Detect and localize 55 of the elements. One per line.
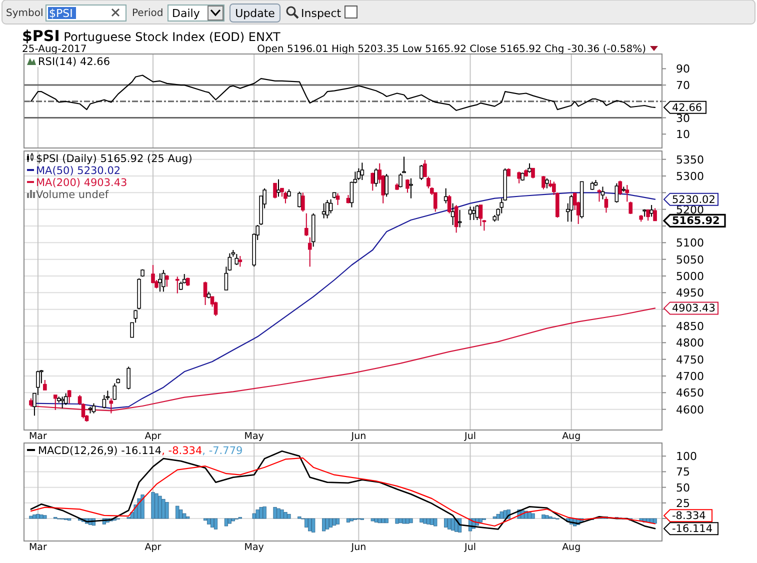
y-tick-label: 50 bbox=[676, 481, 690, 494]
y-tick-label: 4800 bbox=[676, 336, 704, 350]
text: , -7.779 bbox=[202, 445, 243, 457]
legend-label: MA(50) 5230.02 bbox=[36, 165, 121, 177]
y-tick-label: 5300 bbox=[676, 170, 704, 183]
data-label: 42.66 bbox=[672, 102, 702, 114]
text-field: $PSI bbox=[46, 4, 126, 22]
x-tick-label: Aug bbox=[562, 431, 581, 442]
x-tick-label: Jul bbox=[464, 542, 476, 553]
data-label: 5230.02 bbox=[672, 194, 716, 206]
text: Inspect bbox=[301, 7, 342, 20]
text: Symbol bbox=[6, 8, 44, 19]
y-tick-label: 25 bbox=[676, 496, 690, 510]
y-tick-label: 4700 bbox=[676, 370, 704, 383]
y-tick-label: 75 bbox=[676, 466, 690, 479]
y-tick-label: 5100 bbox=[676, 236, 704, 250]
y-tick-label: 30 bbox=[676, 112, 690, 125]
x-tick-label: Jun bbox=[350, 542, 366, 553]
annotation: Open 5196.01 High 5203.35 Low 5165.92 Close 5165.92 Chg -30.36 (-0.58%) bbox=[257, 44, 646, 55]
x-tick-label: Mar bbox=[28, 431, 47, 442]
x-tick-label: Apr bbox=[144, 542, 162, 553]
data-label: 4903.43 bbox=[672, 302, 716, 315]
y-tick-label: 90 bbox=[676, 62, 690, 76]
x-tick-label: Aug bbox=[562, 542, 581, 553]
y-tick-label: 5350 bbox=[676, 153, 704, 166]
text: RSI(14) 42.66 bbox=[38, 56, 110, 68]
button: Update bbox=[230, 4, 280, 22]
x-tick-label: May bbox=[244, 431, 264, 442]
text: 25-Aug-2017 bbox=[22, 44, 87, 55]
annotation: 5165.92 bbox=[672, 215, 720, 228]
legend-label: MA(200) 4903.43 bbox=[36, 177, 128, 189]
legend-label: MACD(12,26,9) -16.114 bbox=[38, 445, 162, 457]
legend-label: $PSI (Daily) 5165.92 (25 Aug) bbox=[36, 153, 192, 165]
x-tick-label: Mar bbox=[28, 542, 47, 553]
y-tick-label: 4600 bbox=[676, 403, 704, 416]
x-tick-label: Jun bbox=[350, 431, 366, 442]
annotation: Volume undef bbox=[36, 189, 109, 201]
data-label: -8.334 bbox=[672, 510, 706, 522]
y-tick-label: 70 bbox=[676, 79, 690, 92]
y-tick-label: 5050 bbox=[676, 253, 704, 266]
x-tick-label: Apr bbox=[144, 431, 162, 442]
text: Period bbox=[132, 8, 164, 19]
y-tick-label: 4850 bbox=[676, 320, 704, 333]
y-tick-label: 4950 bbox=[676, 286, 704, 300]
x-tick-label: Jul bbox=[464, 431, 476, 442]
text: $PSI Portuguese Stock Index (EOD) ENXT bbox=[22, 27, 281, 45]
series-label: , -8.334 bbox=[162, 445, 202, 457]
y-tick-label: 5200 bbox=[676, 203, 704, 216]
y-tick-label: 4650 bbox=[676, 386, 704, 400]
y-tick-label: 100 bbox=[676, 450, 697, 464]
data-label: -16.114 bbox=[672, 523, 713, 536]
y-tick-label: 10 bbox=[676, 128, 690, 142]
y-tick-label: 4750 bbox=[676, 353, 704, 366]
y-tick-label: 5000 bbox=[676, 270, 704, 283]
x-tick-label: May bbox=[244, 542, 264, 553]
